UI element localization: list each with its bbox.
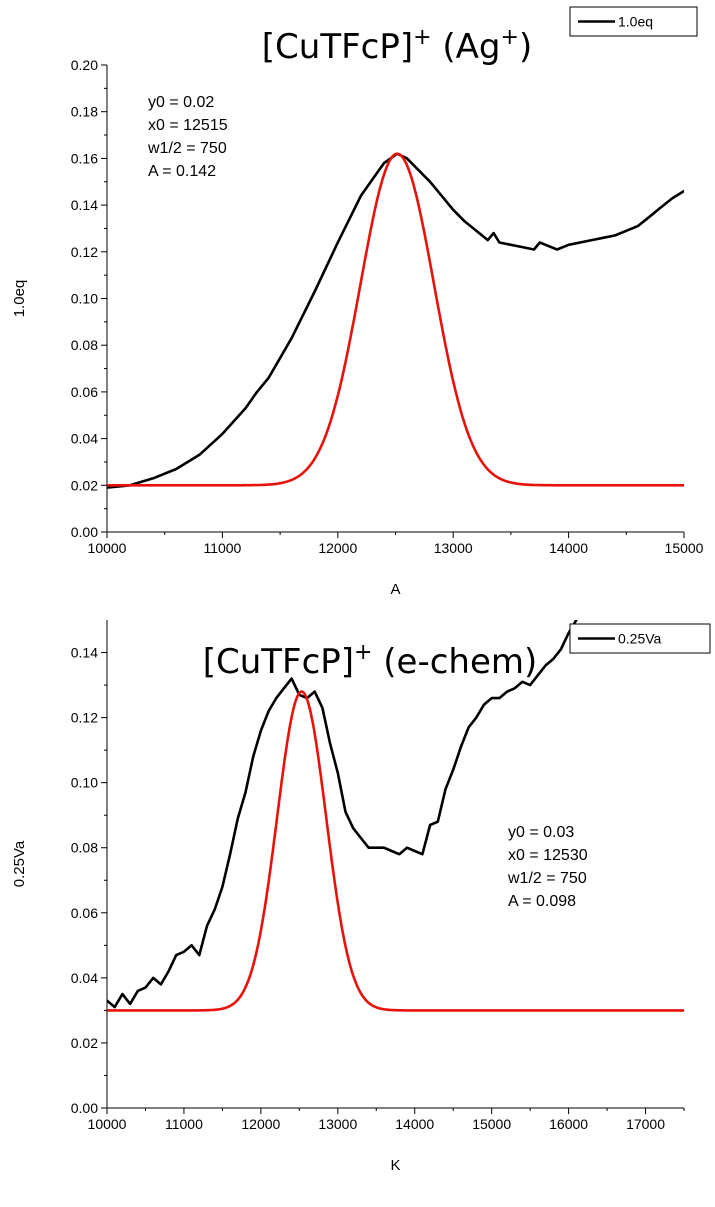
y-tick-label: 0.12 [71, 710, 98, 726]
y-tick-label: 0.04 [71, 970, 98, 986]
plot-area [107, 620, 684, 1012]
title-main: [CuTFcP] [203, 642, 354, 682]
x-axis-label: A [390, 581, 400, 598]
fit-curve-line [107, 152, 684, 487]
chart-1: 10000 11000 12000 13000 14000 15000 0.00 0.02 0.… [11, 6, 704, 598]
x-axis-label: K [390, 1157, 400, 1174]
title-sup2: + [501, 25, 519, 50]
x-tick-label: 13000 [318, 1116, 357, 1132]
fit-parameter-text: w1/2 = 750 [147, 140, 227, 157]
title-sup1: + [354, 640, 372, 665]
y-tick-label: 0.00 [71, 524, 98, 540]
y-tick-label: 0.10 [71, 291, 98, 307]
fit-parameter-text: A = 0.098 [508, 893, 576, 910]
legend-label: 0.25Va [618, 631, 662, 647]
x-tick-label: 10000 [88, 1116, 127, 1132]
y-axis-label: 0.25Va [11, 840, 28, 887]
chart-title: [CuTFcP]+ (Ag+) [262, 25, 532, 67]
y-tick-label: 0.12 [71, 244, 98, 260]
fit-parameter-text: w1/2 = 750 [507, 870, 587, 887]
x-tick-label: 14000 [395, 1116, 434, 1132]
title-main: [CuTFcP] [262, 27, 413, 67]
y-tick-label: 0.02 [71, 477, 98, 493]
x-tick-label: 11000 [165, 1116, 203, 1132]
x-tick-label: 10000 [88, 540, 127, 556]
x-tick-label: 15000 [665, 540, 704, 556]
y-tick-label: 0.08 [71, 337, 98, 353]
x-tick-label: 13000 [434, 540, 473, 556]
x-tick-label: 11000 [203, 540, 241, 556]
y-tick-label: 0.10 [71, 775, 98, 791]
y-tick-label: 0.14 [71, 197, 98, 213]
fit-parameter-text: y0 = 0.02 [148, 94, 214, 111]
legend-label: 1.0eq [618, 14, 653, 30]
title-paren-close: ) [519, 27, 532, 67]
chart-2: 10000 11000 12000 13000 14000 15000 16000 17000… [11, 620, 711, 1174]
x-tick-label: 12000 [241, 1116, 280, 1132]
x-tick-label: 12000 [318, 540, 357, 556]
title-paren-open: (Ag [432, 27, 501, 67]
y-tick-label: 0.14 [71, 645, 98, 661]
y-tick-label: 0.00 [71, 1100, 98, 1116]
y-axis-label: 1.0eq [11, 280, 28, 318]
y-tick-label: 0.06 [71, 905, 98, 921]
x-tick-label: 17000 [626, 1116, 665, 1132]
fit-parameter-text: x0 = 12530 [508, 847, 588, 864]
plot-area [107, 152, 684, 489]
title-paren-open: (e-chem) [372, 642, 537, 682]
x-tick-label: 14000 [549, 540, 588, 556]
data-series-line [107, 152, 684, 489]
fit-parameter-text: A = 0.142 [148, 163, 216, 180]
title-sup1: + [413, 25, 431, 50]
x-tick-label: 15000 [472, 1116, 511, 1132]
y-tick-label: 0.18 [71, 104, 98, 120]
y-tick-label: 0.20 [71, 57, 98, 73]
fit-parameter-text: x0 = 12515 [148, 117, 228, 134]
y-tick-label: 0.06 [71, 384, 98, 400]
fit-curve-line [107, 690, 684, 1012]
y-tick-label: 0.08 [71, 840, 98, 856]
data-series-line [107, 620, 578, 1009]
y-tick-label: 0.02 [71, 1035, 98, 1051]
x-tick-label: 16000 [549, 1116, 588, 1132]
fit-parameter-text: y0 = 0.03 [508, 824, 574, 841]
chart-title: [CuTFcP]+ (e-chem) [203, 640, 538, 682]
y-tick-label: 0.16 [71, 150, 98, 166]
y-tick-label: 0.04 [71, 431, 98, 447]
